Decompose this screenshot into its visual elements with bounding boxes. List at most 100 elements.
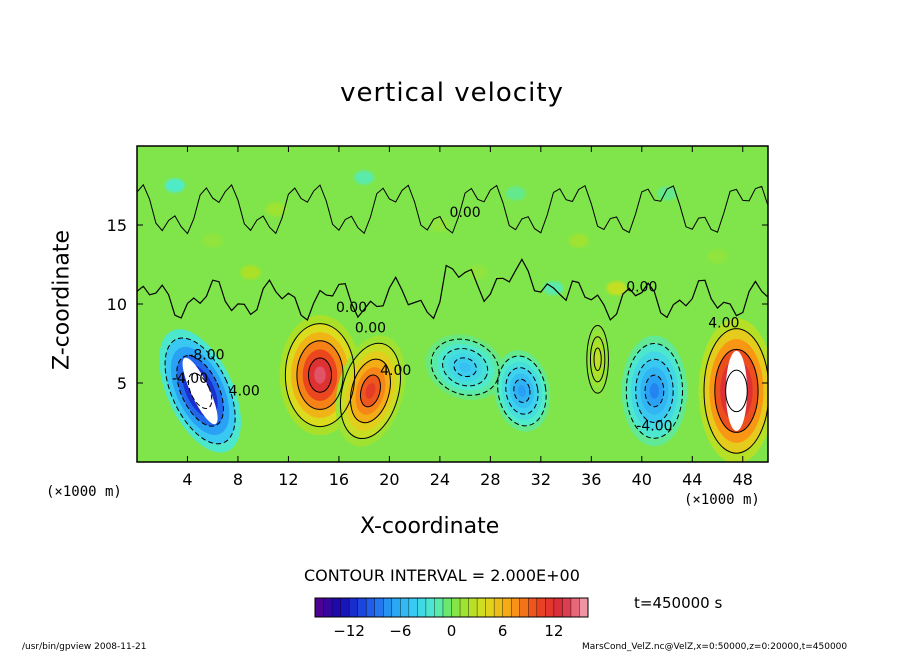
- colorbar-cell: [383, 598, 393, 617]
- field-cell: [314, 366, 326, 384]
- x-axis: 4 8 12 16 20 24 28 32 36 40 44 48: [182, 146, 753, 489]
- colorbar-cell: [451, 598, 461, 617]
- contour-interval-text: CONTOUR INTERVAL = 2.000E+00: [304, 566, 580, 585]
- noise-patch: [505, 186, 526, 201]
- x-axis-label: X-coordinate: [360, 514, 500, 539]
- colorbar-tick-label: 0: [447, 622, 457, 640]
- footer-left: /usr/bin/gpview 2008-11-21: [22, 642, 147, 652]
- colorbar-cell: [366, 598, 376, 617]
- contour-label: 4.00: [380, 363, 411, 379]
- colorbar-cell: [502, 598, 512, 617]
- colorbar-cell: [442, 598, 452, 617]
- noise-patch: [202, 233, 223, 248]
- colorbar-cell: [519, 598, 529, 617]
- noise-patch: [240, 265, 261, 280]
- colorbar-cell: [408, 598, 418, 617]
- colorbar-cell: [391, 598, 401, 617]
- contour-line: [296, 340, 344, 410]
- y-tick-label: 15: [107, 216, 127, 235]
- x-unit-left: (×1000 m): [46, 484, 122, 500]
- contour-line: [589, 336, 606, 383]
- contour-label: 0.00: [626, 279, 657, 295]
- contour-line: [284, 323, 356, 428]
- x-tick-label: 20: [379, 470, 399, 489]
- colorbar-cell: [553, 598, 563, 617]
- colorbar-frame: [314, 597, 589, 618]
- field-cell: [459, 362, 471, 372]
- contour-line: [176, 355, 224, 427]
- velocity-field: [137, 146, 768, 462]
- contour-line: [350, 358, 391, 424]
- colorbar-cell: [477, 598, 486, 617]
- colorbar-tick-label: −12: [333, 622, 365, 640]
- colorbar-cell: [579, 598, 589, 617]
- noise-patch: [657, 186, 678, 201]
- colorbar-cell: [485, 598, 495, 617]
- colorbar-cell: [545, 598, 555, 617]
- x-tick-label: 16: [329, 470, 349, 489]
- colorbar-cell: [340, 598, 350, 617]
- colorbar-cell: [528, 598, 538, 617]
- field-cell: [365, 382, 376, 399]
- colorbar-cell: [417, 598, 427, 617]
- contour-labels: 4.00 -8.00 -4.00 0.00 0.00 0.00 4.00 -4.00 4.00 0…: [172, 205, 740, 434]
- contour-line: [307, 357, 333, 393]
- chart-title: vertical velocity: [340, 78, 564, 108]
- colorbar-cell: [374, 598, 384, 617]
- colorbar-cell: [315, 598, 324, 617]
- noise-patch: [429, 218, 450, 232]
- x-tick-label: 4: [182, 470, 192, 489]
- colorbar: −12 −6 0 6 12: [314, 597, 589, 640]
- contour-line: [497, 355, 547, 427]
- colorbar-tick-label: 12: [544, 622, 563, 640]
- contour-label: 0.00: [336, 300, 367, 316]
- colorbar-cell: [460, 598, 469, 617]
- contour-label: -4.00: [172, 371, 208, 387]
- colorbar-cell: [425, 598, 435, 617]
- colorbar-cell: [400, 598, 410, 617]
- noise-patch: [568, 233, 589, 248]
- colorbar-cell: [434, 598, 444, 617]
- time-label: t=450000 s: [634, 594, 723, 612]
- colorbar-cell: [570, 598, 580, 617]
- contour-label: -8.00: [188, 347, 224, 363]
- contour-line: [586, 324, 609, 394]
- contour-line: [644, 374, 665, 408]
- contour-line: [625, 343, 684, 439]
- colorbar-tick-label: 6: [498, 622, 508, 640]
- contour-line: [164, 337, 236, 445]
- colorbar-cell: [332, 598, 341, 617]
- noise-patch: [265, 202, 286, 217]
- colorbar-cell: [494, 598, 503, 617]
- colorbar-cell: [323, 598, 333, 617]
- colorbar-cell: [468, 598, 478, 617]
- colorbar-cell: [562, 598, 572, 617]
- contour-line: [593, 347, 602, 372]
- contour-label: 4.00: [708, 316, 739, 332]
- contour-label: 0.00: [355, 320, 386, 336]
- y-axis: 5 10 15: [107, 216, 768, 393]
- contour-label: 0.00: [450, 205, 481, 221]
- zero-contour: [137, 258, 768, 321]
- colorbar-cell: [511, 598, 521, 617]
- contour-line: [635, 358, 674, 423]
- noise-patch: [606, 281, 627, 296]
- colorbar-cell: [536, 598, 546, 617]
- contour-line: [725, 369, 748, 413]
- field-cell: [649, 383, 660, 399]
- x-tick-label: 24: [430, 470, 450, 489]
- contour-line: [442, 347, 489, 387]
- contour-line: [714, 348, 759, 433]
- contour-line: [187, 372, 213, 410]
- contour-line: [703, 328, 768, 454]
- noise-patch: [164, 178, 185, 193]
- contour-lines: [137, 183, 768, 454]
- contour-label: 4.00: [229, 384, 260, 400]
- x-tick-label: 8: [233, 470, 243, 489]
- contour-line: [359, 374, 381, 408]
- x-tick-label: 44: [682, 470, 702, 489]
- x-unit-right: (×1000 m): [684, 492, 760, 508]
- x-tick-label: 28: [480, 470, 500, 489]
- contour-label: -4.00: [636, 418, 672, 434]
- colorbar-cell: [357, 598, 367, 617]
